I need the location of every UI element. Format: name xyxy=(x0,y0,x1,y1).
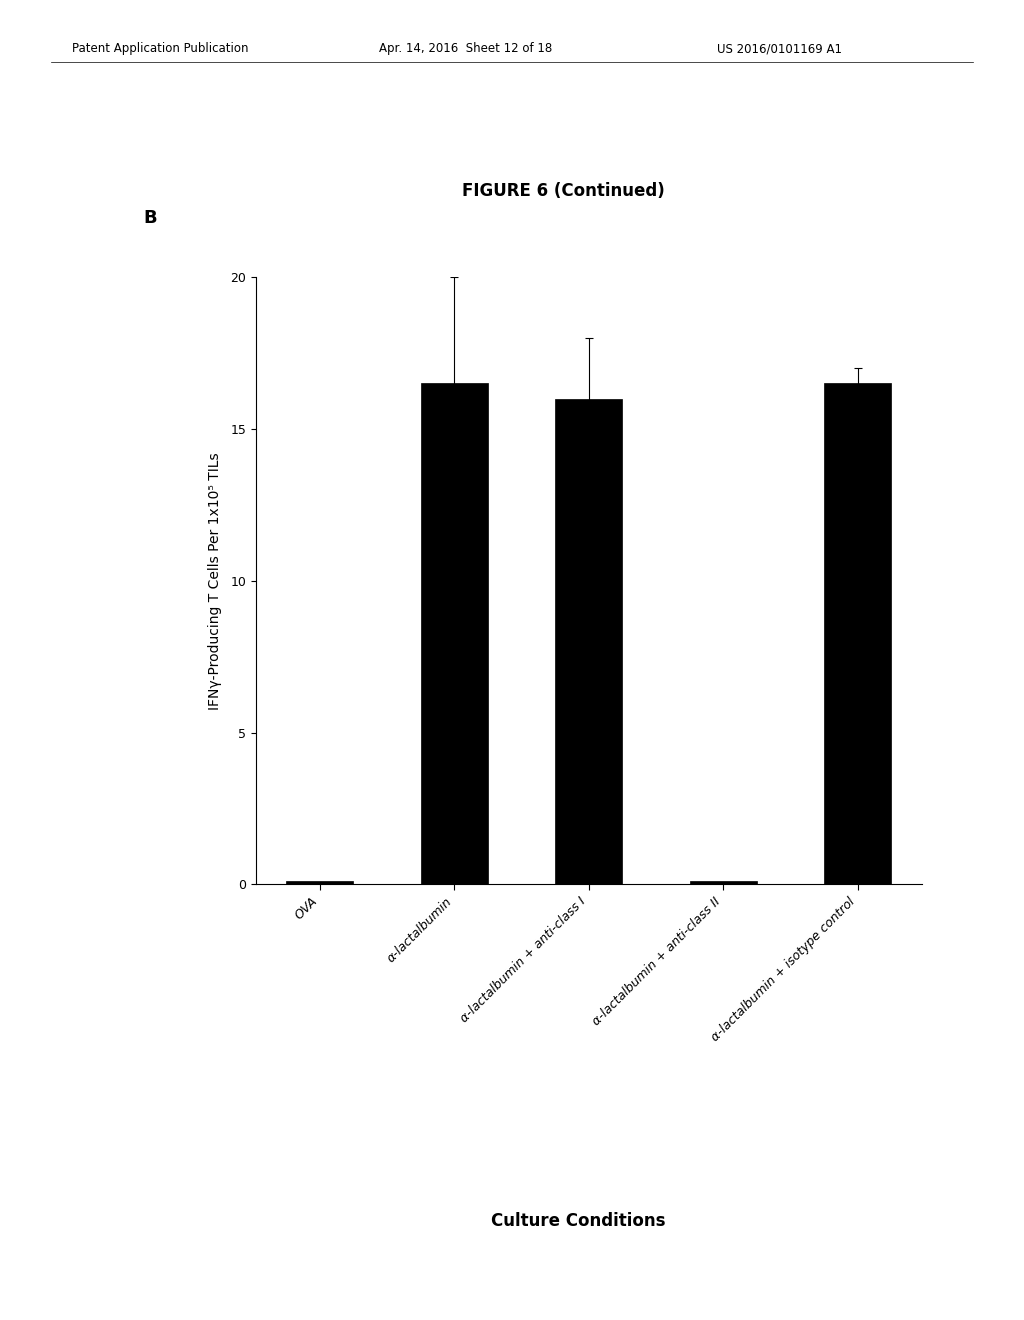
Text: Apr. 14, 2016  Sheet 12 of 18: Apr. 14, 2016 Sheet 12 of 18 xyxy=(379,42,552,55)
Bar xyxy=(689,882,757,884)
Bar xyxy=(421,383,488,884)
Text: Patent Application Publication: Patent Application Publication xyxy=(72,42,248,55)
Y-axis label: IFNγ-Producing T Cells Per 1x10⁵ TILs: IFNγ-Producing T Cells Per 1x10⁵ TILs xyxy=(208,451,222,710)
Text: B: B xyxy=(143,209,157,227)
Text: FIGURE 6 (Continued): FIGURE 6 (Continued) xyxy=(462,182,665,201)
Text: US 2016/0101169 A1: US 2016/0101169 A1 xyxy=(717,42,842,55)
Bar xyxy=(824,383,891,884)
Text: Culture Conditions: Culture Conditions xyxy=(492,1212,666,1230)
Bar xyxy=(555,399,623,884)
Bar xyxy=(287,882,353,884)
